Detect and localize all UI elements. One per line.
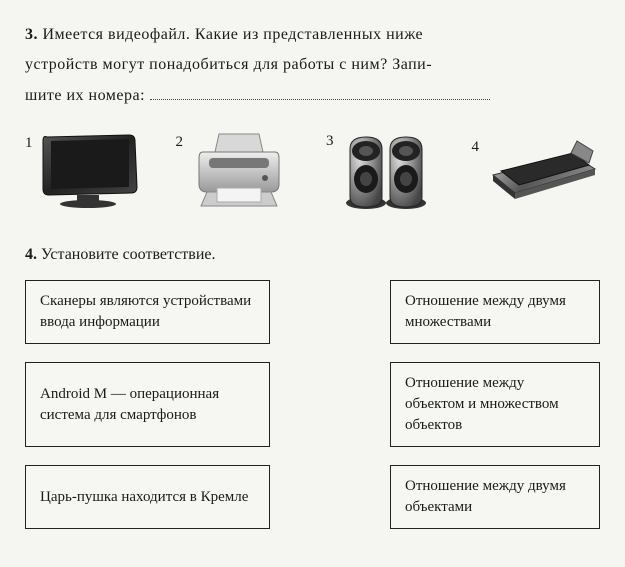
q3-line1: Имеется видеофайл. Какие из представленн…	[43, 26, 424, 43]
device-3: 3	[326, 129, 435, 211]
right-box-1[interactable]: Отношение между двумя множествами	[390, 280, 600, 344]
device-2-number: 2	[176, 130, 184, 151]
device-1-number: 1	[25, 131, 33, 152]
q4-text: Установите соответствие.	[41, 246, 216, 263]
match-row-3: Царь-пушка находится в Кремле Отношение …	[25, 465, 600, 529]
q3-line3: шите их номера:	[25, 87, 145, 104]
match-row-2: Android M — операционная система для сма…	[25, 362, 600, 447]
answer-blank-line[interactable]	[150, 84, 490, 99]
q4-heading: 4. Установите соответствие.	[25, 241, 600, 268]
device-2: 2	[176, 130, 290, 210]
question-4: 4. Установите соответствие. Сканеры явля…	[25, 241, 600, 529]
left-box-3[interactable]: Царь-пушка находится в Кремле	[25, 465, 270, 529]
devices-row: 1 2	[25, 129, 600, 211]
printer-icon	[189, 130, 289, 210]
device-4: 4	[472, 135, 601, 205]
q4-number: 4.	[25, 246, 37, 263]
speakers-icon	[340, 129, 435, 211]
q3-number: 3.	[25, 26, 38, 43]
left-box-2[interactable]: Android M — операционная система для сма…	[25, 362, 270, 447]
right-box-3[interactable]: Отношение между двумя объектами	[390, 465, 600, 529]
question-3: 3. Имеется видеофайл. Какие из представл…	[25, 20, 600, 211]
scanner-icon	[485, 135, 600, 205]
q3-paragraph: 3. Имеется видеофайл. Какие из представл…	[25, 20, 600, 111]
q3-line2: устройств могут понадобиться для работы …	[25, 56, 432, 73]
left-box-1[interactable]: Сканеры являются устройствами ввода инфо…	[25, 280, 270, 344]
device-4-number: 4	[472, 135, 480, 156]
match-row-1: Сканеры являются устройствами ввода инфо…	[25, 280, 600, 344]
monitor-icon	[39, 131, 139, 209]
device-1: 1	[25, 131, 139, 209]
device-3-number: 3	[326, 129, 334, 150]
matching-grid: Сканеры являются устройствами ввода инфо…	[25, 280, 600, 529]
right-box-2[interactable]: Отношение между объектом и множеством об…	[390, 362, 600, 447]
